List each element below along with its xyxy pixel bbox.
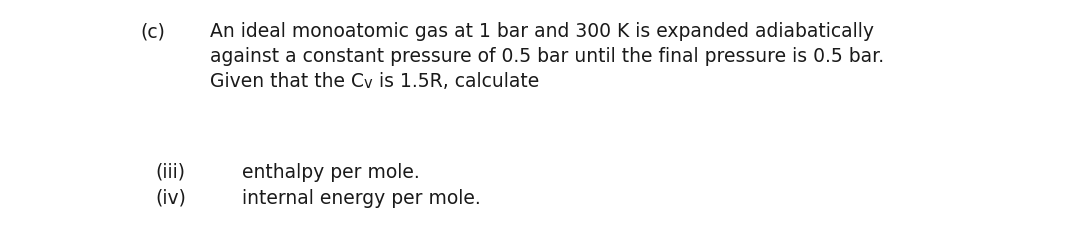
- Text: enthalpy per mole.: enthalpy per mole.: [242, 163, 420, 182]
- Text: internal energy per mole.: internal energy per mole.: [242, 189, 481, 208]
- Text: (iii): (iii): [155, 163, 185, 182]
- Text: Given that the C: Given that the C: [210, 72, 364, 91]
- Text: An ideal monoatomic gas at 1 bar and 300 K is expanded adiabatically: An ideal monoatomic gas at 1 bar and 300…: [210, 22, 874, 41]
- Text: (iv): (iv): [155, 189, 186, 208]
- Text: is 1.5R, calculate: is 1.5R, calculate: [372, 72, 538, 91]
- Text: v: v: [364, 76, 372, 91]
- Text: against a constant pressure of 0.5 bar until the final pressure is 0.5 bar.: against a constant pressure of 0.5 bar u…: [210, 47, 884, 66]
- Text: (c): (c): [140, 22, 165, 41]
